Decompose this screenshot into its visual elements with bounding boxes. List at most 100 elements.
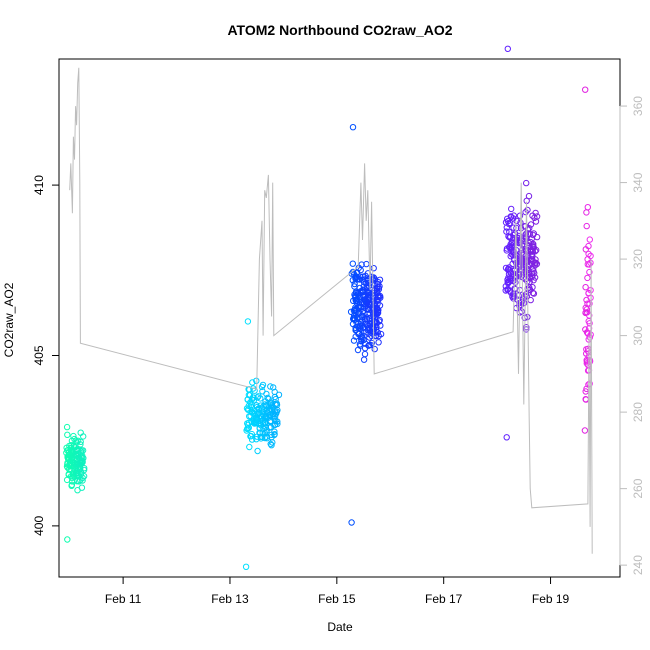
data-point [267, 383, 274, 390]
data-point [532, 256, 539, 263]
data-point [584, 204, 591, 211]
data-point [527, 296, 534, 304]
data-point [527, 221, 535, 228]
data-point [269, 439, 276, 446]
data-point [505, 220, 513, 228]
data-point [506, 278, 513, 286]
data-point [77, 441, 84, 448]
data-point [267, 440, 274, 448]
data-point [80, 473, 88, 480]
data-point [376, 283, 383, 290]
x-tick-label: Feb 13 [211, 592, 249, 606]
data-point [254, 447, 261, 455]
data-point [508, 205, 515, 213]
data-point [271, 431, 278, 438]
data-point [586, 236, 593, 243]
x-tick-label: Feb 17 [425, 592, 463, 606]
y-tick-label: 405 [32, 345, 46, 365]
data-point [247, 432, 255, 440]
y2-tick-label: 320 [631, 249, 645, 269]
data-point [360, 336, 368, 343]
data-point [370, 274, 377, 281]
data-point [377, 330, 385, 338]
data-point [525, 192, 533, 200]
data-point [64, 431, 71, 438]
data-point [79, 477, 86, 484]
data-point [587, 252, 594, 260]
y-tick-label: 400 [32, 516, 46, 536]
data-point [583, 209, 590, 216]
data-point [249, 379, 256, 386]
data-point [513, 217, 520, 225]
data-point [522, 208, 529, 216]
data-point [530, 290, 538, 297]
data-point [359, 335, 366, 342]
data-point [275, 391, 283, 398]
data-point [365, 282, 373, 290]
data-point [376, 302, 384, 309]
x-axis-title: Date [327, 620, 353, 634]
data-point [509, 260, 516, 267]
data-point [244, 318, 252, 325]
data-point [368, 339, 376, 347]
data-point [530, 266, 537, 273]
data-point [376, 318, 383, 325]
data-point [274, 418, 281, 425]
data-point [374, 329, 381, 336]
data-point [586, 320, 593, 327]
data-point [81, 465, 88, 472]
data-point [523, 326, 530, 333]
data-point [244, 421, 252, 429]
data-point [523, 179, 530, 187]
data-point [512, 279, 519, 286]
data-point [524, 206, 531, 214]
data-point [366, 293, 373, 300]
secondary-series-line [69, 67, 593, 554]
data-point [529, 289, 537, 297]
data-point [77, 471, 85, 478]
data-point [253, 377, 260, 384]
data-point [584, 274, 591, 282]
data-point [80, 433, 87, 440]
data-point [273, 401, 281, 409]
data-point [502, 219, 510, 226]
data-point [254, 394, 261, 401]
data-point [263, 390, 270, 398]
data-point [251, 387, 258, 394]
data-point [248, 436, 256, 443]
data-point [68, 481, 76, 488]
data-point [505, 265, 512, 272]
data-point [533, 213, 541, 220]
data-point [255, 393, 262, 400]
scatter-points [63, 45, 594, 570]
data-point [531, 274, 539, 281]
data-point [582, 304, 589, 311]
x-tick-label: Feb 19 [532, 592, 570, 606]
y2-tick-label: 300 [631, 325, 645, 345]
data-point [79, 474, 86, 482]
y-axis-title: CO2raw_AO2 [2, 282, 16, 357]
data-point [585, 242, 592, 250]
data-point [245, 424, 253, 431]
data-point [531, 259, 539, 267]
data-point [523, 324, 530, 331]
data-point [582, 284, 589, 291]
y2-axis: 240 260 280 300 320 340 360 [619, 96, 645, 575]
data-point [523, 293, 530, 300]
data-point [273, 410, 280, 417]
data-point [349, 124, 357, 131]
data-point [64, 536, 71, 543]
data-point [348, 519, 355, 526]
data-point [366, 334, 373, 341]
data-point [377, 294, 384, 301]
y2-tick-label: 260 [631, 478, 645, 498]
data-point [77, 438, 84, 445]
data-point [586, 312, 593, 319]
data-point [533, 233, 541, 241]
data-point [376, 276, 384, 283]
data-point [531, 270, 538, 277]
data-point [375, 284, 382, 291]
data-point [583, 222, 590, 230]
data-point [79, 447, 87, 454]
